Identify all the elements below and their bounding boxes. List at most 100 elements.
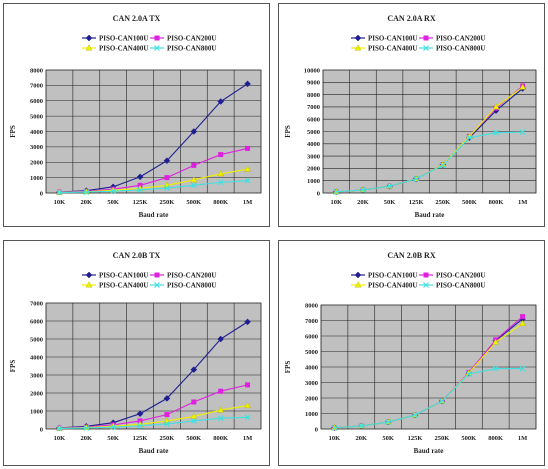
y-tick-label: 4000 [30, 129, 43, 136]
legend-label: PISO-CAN400U [368, 45, 417, 53]
data-point [56, 425, 63, 432]
data-point [385, 419, 392, 425]
data-point [83, 424, 90, 431]
y-tick-label: 3000 [30, 372, 43, 379]
data-point [190, 176, 198, 183]
chart-title: CAN 2.0A TX [113, 14, 161, 23]
data-point [360, 187, 366, 193]
y-axis-label: FPS [9, 360, 17, 373]
x-tick-label: 1M [243, 199, 252, 206]
data-point [333, 188, 340, 195]
chart-title: CAN 2.0B RX [387, 251, 435, 260]
y-tick-label: 7000 [307, 104, 320, 111]
data-point [136, 173, 144, 181]
data-point [164, 412, 170, 418]
y-tick-label: 0 [40, 190, 43, 197]
legend-marker [423, 272, 429, 278]
legend-marker [85, 281, 93, 288]
legend-label: PISO-CAN100U [368, 35, 417, 43]
data-point [164, 185, 170, 192]
series-line [59, 83, 248, 193]
legend-marker [154, 272, 160, 278]
legend-label: PISO-CAN800U [436, 282, 485, 290]
y-tick-label: 6000 [30, 318, 43, 325]
x-tick-label: 50K [107, 199, 119, 206]
data-point [413, 175, 420, 182]
chart-title: CAN 2.0B TX [113, 251, 161, 260]
data-point [466, 134, 473, 141]
legend-label: PISO-CAN200U [167, 35, 216, 43]
x-tick-label: 20K [357, 199, 369, 206]
x-tick-label: 10K [54, 435, 66, 442]
x-tick-label: 250K [160, 435, 175, 442]
x-tick-label: 125K [133, 435, 148, 442]
y-tick-label: 5000 [307, 129, 320, 136]
series-line [59, 416, 248, 430]
y-tick-label: 9000 [307, 80, 320, 87]
x-tick-label: 800K [489, 199, 504, 206]
y-tick-label: 4000 [30, 354, 43, 361]
data-point [56, 189, 63, 196]
x-tick-label: 1M [518, 199, 527, 206]
x-tick-label: 50K [384, 199, 396, 206]
x-tick-label: 800K [213, 199, 228, 206]
data-point [217, 406, 225, 413]
y-tick-label: 0 [317, 190, 320, 197]
data-point [190, 182, 197, 189]
legend-marker [85, 271, 93, 279]
data-point [493, 129, 499, 136]
x-tick-label: 500K [186, 435, 201, 442]
data-point [492, 338, 500, 345]
legend-marker [154, 45, 160, 51]
series-piso-can800u [333, 129, 526, 195]
data-point [217, 179, 224, 186]
chart-can20b-tx: CAN 2.0B TX PISO-CAN100U PISO-CAN200U PISO-… [3, 240, 270, 466]
legend-item-piso-can800u: PISO-CAN800U [419, 45, 485, 53]
series-piso-can800u [331, 365, 526, 431]
data-point [519, 83, 527, 90]
x-tick-label: 800K [213, 435, 228, 442]
y-tick-label: 10000 [304, 67, 320, 74]
legend-marker [423, 282, 429, 288]
data-point [244, 414, 251, 421]
y-tick-label: 7000 [30, 83, 43, 90]
y-tick-label: 2000 [30, 390, 43, 397]
data-point [190, 366, 198, 373]
x-tick-label: 800K [488, 435, 503, 442]
data-point [83, 189, 90, 196]
y-tick-label: 5000 [30, 113, 43, 120]
legend-label: PISO-CAN200U [436, 272, 485, 280]
data-point [163, 395, 171, 402]
series-line [336, 131, 523, 193]
y-tick-label: 6000 [307, 117, 320, 124]
x-tick-label: 250K [160, 199, 175, 206]
y-tick-label: 1000 [30, 408, 43, 415]
y-tick-label: 3000 [30, 144, 43, 151]
x-tick-label: 50K [107, 435, 119, 442]
data-point [190, 128, 198, 135]
legend-label: PISO-CAN100U [99, 35, 148, 43]
data-point [163, 157, 171, 165]
legend-item-piso-can200u: PISO-CAN200U [150, 272, 216, 280]
legend-item-piso-can100u: PISO-CAN100U [351, 35, 417, 43]
y-tick-label: 1000 [305, 411, 318, 418]
y-tick-label: 5000 [30, 336, 43, 343]
y-tick-label: 7000 [30, 300, 43, 307]
x-axis-label: Baud rate [139, 211, 169, 219]
legend-item-piso-can400u: PISO-CAN400U [351, 281, 417, 290]
legend-label: PISO-CAN100U [99, 272, 148, 280]
data-point [191, 162, 197, 168]
y-tick-label: 7000 [305, 318, 318, 325]
data-point [217, 335, 225, 343]
series-line [59, 321, 248, 429]
data-point [244, 177, 251, 184]
data-point [218, 152, 224, 158]
data-point [520, 314, 526, 320]
legend-item-piso-can100u: PISO-CAN100U [82, 272, 148, 280]
data-point [358, 422, 365, 429]
y-tick-label: 1000 [30, 175, 43, 182]
x-tick-label: 500K [461, 435, 476, 442]
data-point [386, 183, 393, 190]
chart-can20a-tx: CAN 2.0A TX PISO-CAN100U PISO-CAN200U PISO-… [3, 3, 270, 227]
